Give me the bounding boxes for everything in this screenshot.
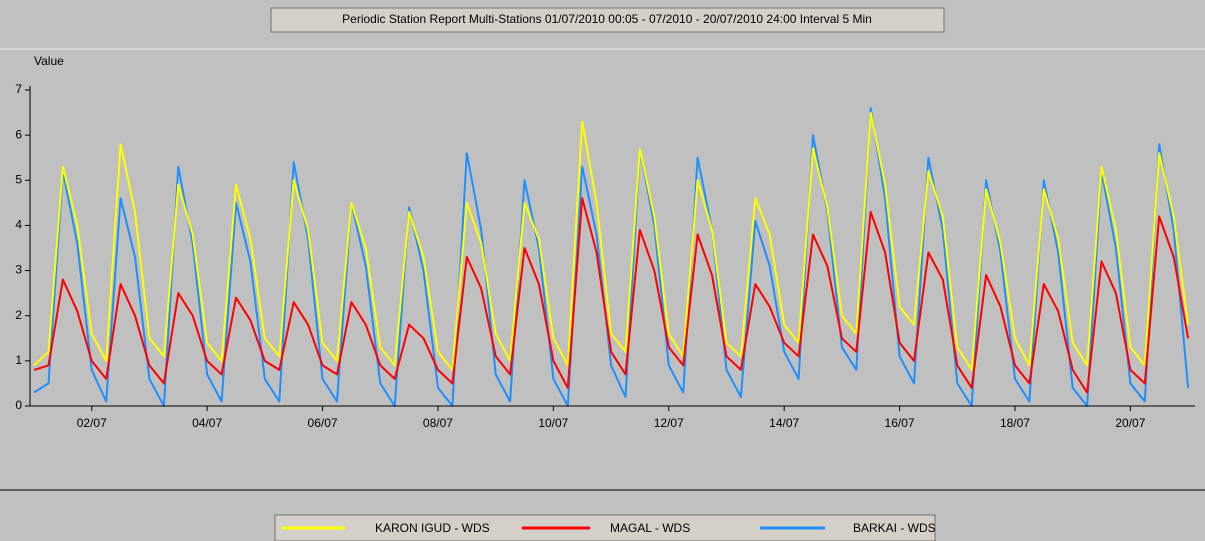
y-tick-label: 2 [15, 308, 22, 322]
y-tick-label: 1 [15, 353, 22, 367]
plot-area [33, 107, 1190, 407]
x-tick-label: 16/07 [885, 416, 915, 430]
legend-label: BARKAI - WDS [853, 521, 936, 535]
chart-title: Periodic Station Report Multi-Stations 0… [342, 12, 872, 26]
y-axis-label: Value [34, 54, 64, 68]
data-line [33, 197, 1190, 394]
x-tick-label: 12/07 [654, 416, 684, 430]
x-tick-label: 06/07 [308, 416, 338, 430]
data-line [33, 111, 1190, 371]
y-tick-label: 0 [15, 398, 22, 412]
x-tick-label: 20/07 [1115, 416, 1145, 430]
y-tick-label: 7 [15, 82, 22, 96]
y-tick-label: 5 [15, 172, 22, 186]
legend-box [274, 514, 936, 541]
x-tick-label: 04/07 [192, 416, 222, 430]
x-tick-label: 10/07 [538, 416, 568, 430]
x-tick-label: 02/07 [77, 416, 107, 430]
y-tick-label: 6 [15, 127, 22, 141]
y-tick-label: 3 [15, 263, 22, 277]
axes: 0 1 2 3 4 5 6 7 02/07 04/07 06/07 08/07 10/07 12/07 14… [15, 82, 1195, 430]
x-tick-label: 18/07 [1000, 416, 1030, 430]
title-box [270, 7, 945, 33]
x-tick-label: 08/07 [423, 416, 453, 430]
y-tick-label: 4 [15, 218, 22, 232]
legend-label: KARON IGUD - WDS [375, 521, 490, 535]
x-tick-label: 14/07 [769, 416, 799, 430]
legend: KARON IGUD - WDS MAGAL - WDS BARKAI - WDS [282, 521, 936, 535]
legend-label: MAGAL - WDS [610, 521, 690, 535]
